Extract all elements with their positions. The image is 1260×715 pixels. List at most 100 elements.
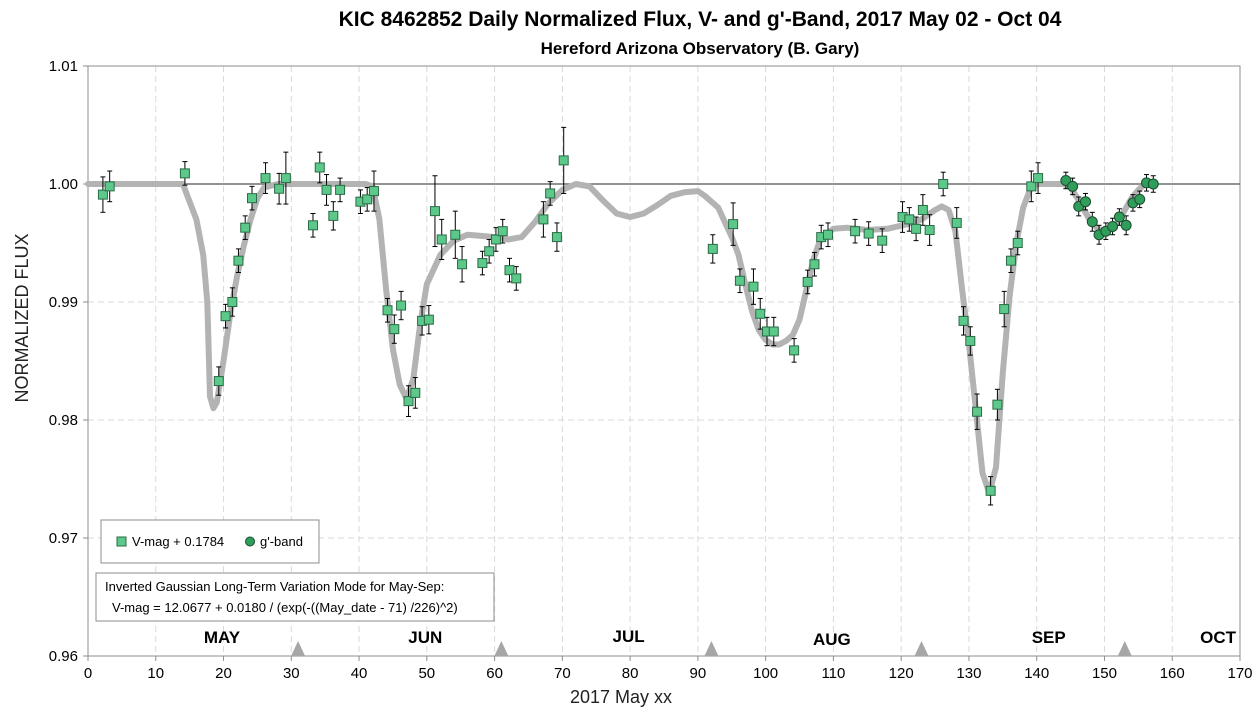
v-band-point (992, 399, 1003, 410)
x-tick-label: 50 (418, 665, 435, 682)
month-label: JUL (613, 627, 645, 646)
data-points (97, 155, 1159, 496)
month-boundary-markers (291, 641, 1132, 656)
g-band-point (1113, 211, 1125, 223)
y-axis-label: NORMALIZED FLUX (12, 233, 32, 402)
v-band-point (368, 186, 379, 197)
v-band-point (423, 314, 434, 325)
x-tick-label: 140 (1024, 665, 1049, 682)
month-marker-triangle (1117, 641, 1132, 656)
month-label: JUN (408, 628, 442, 647)
v-band-point (755, 308, 766, 319)
v-band-point (748, 281, 759, 292)
v-band-point (429, 206, 440, 217)
x-tick-label: 110 (821, 665, 845, 682)
annotation-line-2: V-mag = 12.0677 + 0.0180 / (exp(-((May_d… (112, 600, 458, 615)
v-band-point (877, 235, 888, 246)
v-band-point (511, 273, 522, 284)
g-band-point (1086, 216, 1098, 228)
v-band-point (484, 246, 495, 257)
v-band-point (972, 406, 983, 417)
x-tick-label: 170 (1227, 665, 1252, 682)
x-tick-label: 130 (956, 665, 981, 682)
month-label: AUG (813, 630, 851, 649)
v-band-point (999, 304, 1010, 315)
chart-title: KIC 8462852 Daily Normalized Flux, V- an… (339, 8, 1062, 31)
v-band-point (924, 225, 935, 236)
annotation-frame (95, 572, 495, 622)
v-band-point (965, 335, 976, 346)
x-tick-label: 120 (889, 665, 914, 682)
legend-square-marker (116, 536, 127, 547)
chart-subtitle: Hereford Arizona Observatory (B. Gary) (541, 39, 860, 58)
v-band-point (321, 184, 332, 195)
month-labels: MAY JUN JUL AUG SEP OCT (204, 627, 1237, 649)
legend-label-vmag: V-mag + 0.1784 (132, 534, 224, 549)
v-band-point (260, 173, 271, 184)
v-band-point (768, 326, 779, 337)
v-band-point (938, 179, 949, 189)
v-band-point (728, 219, 739, 230)
v-band-point (734, 275, 745, 286)
v-band-point (314, 162, 325, 173)
x-tick-label: 90 (690, 665, 707, 682)
g-band-point (1147, 178, 1159, 190)
legend: V-mag + 0.1784 g'-band (100, 519, 320, 564)
x-tick-label: 0 (84, 665, 92, 682)
v-band-point (822, 229, 833, 240)
v-band-point (538, 214, 549, 225)
v-band-point (335, 184, 346, 195)
g-band-point (1067, 180, 1079, 192)
v-band-point (802, 276, 813, 287)
g-band-point (1107, 220, 1119, 232)
x-tick-label: 100 (753, 665, 778, 682)
v-band-point (1033, 173, 1044, 184)
v-band-point (328, 210, 339, 221)
v-band-point (450, 229, 461, 240)
v-band-point (707, 243, 718, 254)
x-tick-label: 20 (215, 665, 232, 682)
x-tick-label: 30 (283, 665, 300, 682)
v-band-point (274, 183, 285, 194)
x-tick-label: 150 (1092, 665, 1117, 682)
v-band-point (917, 204, 928, 215)
v-band-point (97, 189, 108, 200)
v-band-point (490, 234, 501, 245)
g-band-point (1120, 219, 1132, 231)
v-band-point (477, 258, 488, 269)
axis-ticks: 0 10 20 30 40 50 60 70 80 90 100 110 120 130 140 150 160… (49, 58, 1253, 682)
legend-label-gband: g'-band (260, 534, 303, 549)
v-band-point (240, 222, 251, 233)
v-band-point (1005, 255, 1016, 266)
v-band-point (233, 255, 244, 266)
month-marker-triangle (494, 641, 509, 656)
x-axis-label: 2017 May xx (570, 687, 672, 707)
y-tick-label: 0.99 (49, 294, 78, 311)
y-tick-label: 0.97 (49, 530, 78, 547)
v-band-point (551, 232, 562, 243)
month-marker-triangle (291, 641, 306, 656)
v-band-point (457, 259, 468, 270)
v-band-point (958, 315, 969, 326)
y-tick-label: 0.98 (49, 412, 78, 429)
v-band-point (382, 305, 393, 316)
month-marker-triangle (914, 641, 929, 656)
v-band-point (904, 214, 915, 225)
x-tick-label: 40 (351, 665, 368, 682)
legend-circle-marker (245, 536, 255, 547)
v-band-point (850, 226, 861, 237)
v-band-point (497, 226, 508, 237)
annotation-box: Inverted Gaussian Long-Term Variation Mo… (95, 572, 495, 622)
v-band-point (396, 300, 407, 311)
v-band-point (220, 311, 231, 322)
v-band-point (1026, 181, 1037, 192)
y-tick-label: 1.01 (49, 58, 78, 75)
x-tick-label: 70 (554, 665, 571, 682)
x-tick-label: 60 (486, 665, 503, 682)
legend-box (100, 519, 320, 564)
month-label: SEP (1032, 628, 1066, 647)
month-marker-triangle (704, 641, 719, 656)
x-tick-label: 160 (1160, 665, 1185, 682)
v-band-point (436, 234, 447, 245)
